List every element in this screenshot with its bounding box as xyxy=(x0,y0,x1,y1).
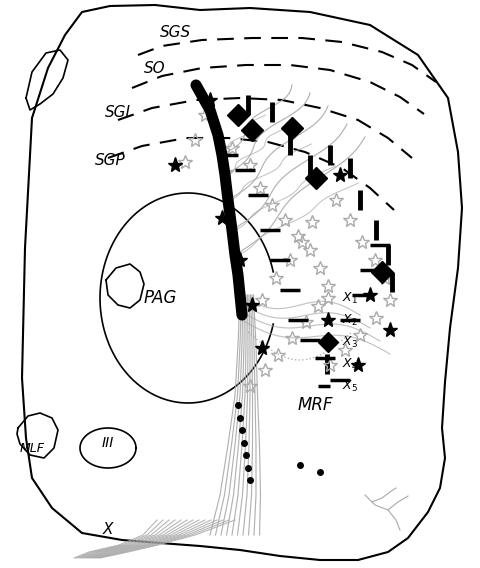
Text: III: III xyxy=(102,436,114,450)
Text: SO: SO xyxy=(144,61,166,76)
Text: SGP: SGP xyxy=(95,152,125,168)
Text: $X_5$: $X_5$ xyxy=(342,378,358,394)
Text: MLF: MLF xyxy=(20,441,45,454)
Text: PAG: PAG xyxy=(144,289,177,307)
Text: $X_2$: $X_2$ xyxy=(342,312,358,328)
Text: X: X xyxy=(103,523,113,537)
Text: $X_1$: $X_1$ xyxy=(342,290,358,306)
Text: SGS: SGS xyxy=(159,24,191,40)
Text: MRF: MRF xyxy=(297,396,333,414)
Text: SGI: SGI xyxy=(105,105,131,119)
Text: $X_3$: $X_3$ xyxy=(342,335,358,349)
Text: $X_4$: $X_4$ xyxy=(342,357,358,371)
